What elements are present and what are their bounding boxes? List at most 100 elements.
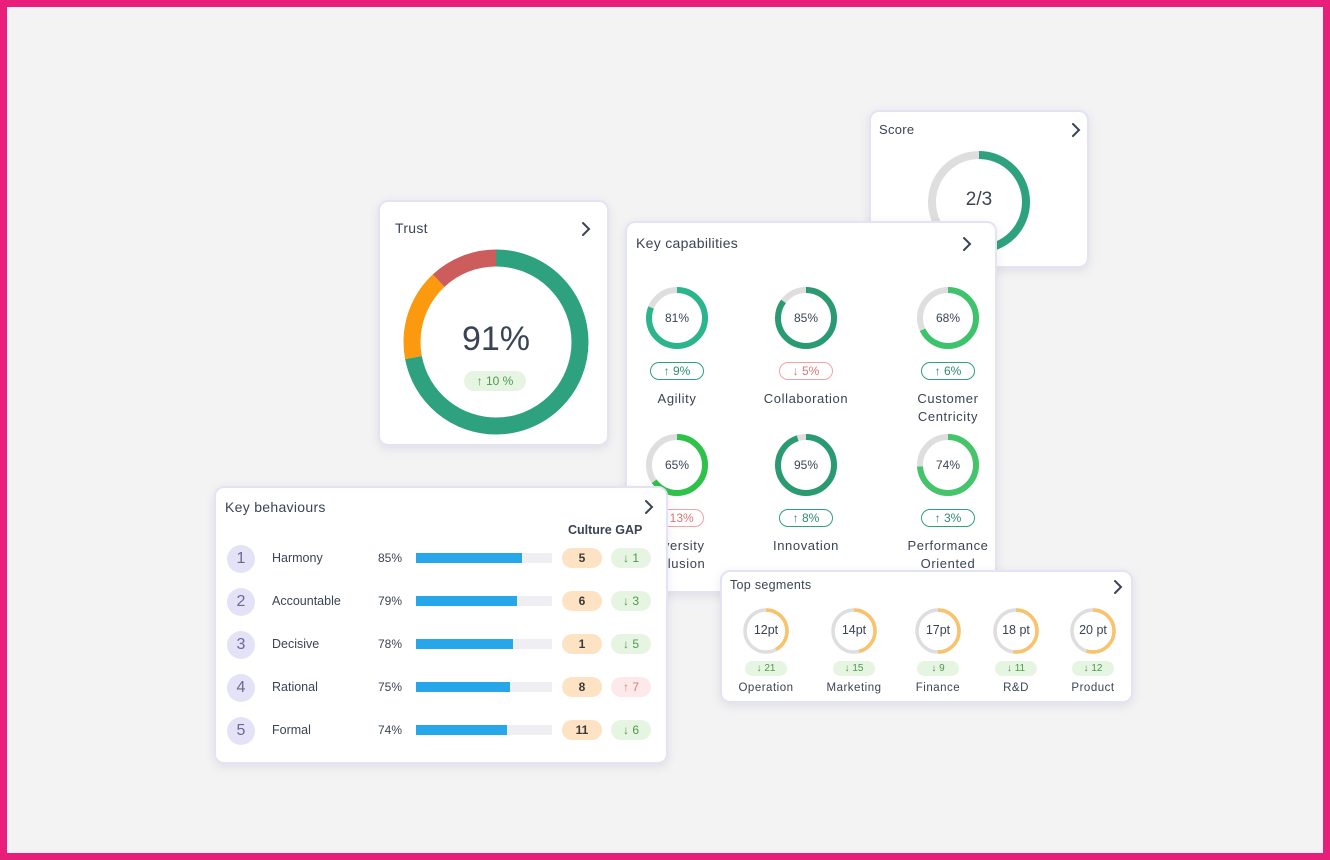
key-behaviours-card[interactable]: Key behaviours Culture GAP 1 Harmony 85% 5 ↓…	[214, 486, 668, 764]
behaviour-change-badge: ↓ 6	[611, 720, 651, 740]
behaviour-percent: 79%	[378, 594, 403, 608]
arrow-down-icon: ↓	[622, 637, 633, 651]
behaviour-change-value: 1	[632, 551, 640, 565]
segment-item-operation[interactable]: 12pt ↓ 21 Operation	[721, 606, 811, 698]
behaviour-row[interactable]: 2 Accountable 79% 6 ↓ 3	[216, 587, 666, 617]
behaviour-name: Formal	[272, 723, 311, 737]
segment-item-r-d[interactable]: 18 pt ↓ 11 R&D	[971, 606, 1061, 698]
capability-value: 95%	[793, 458, 819, 472]
capability-value: 85%	[793, 311, 819, 325]
segment-change-value: 15	[852, 663, 864, 674]
capability-change-value: 5%	[802, 364, 820, 378]
capability-ring-collaboration	[775, 287, 837, 349]
top-segments-card[interactable]: Top segments 12pt ↓ 21 Operation 14pt ↓ 15 Ma…	[720, 570, 1133, 703]
segment-item-marketing[interactable]: 14pt ↓ 15 Marketing	[809, 606, 899, 698]
behaviour-bar-track	[416, 725, 552, 735]
key-capabilities-card[interactable]: Key capabilities 81% ↑ 9% Agility 85% ↓ 5% Co…	[625, 221, 997, 593]
segment-label: Marketing	[826, 682, 882, 694]
capability-change-value: 6%	[944, 364, 962, 378]
culture-gap-badge: 11	[562, 720, 602, 740]
segment-ring-arc	[743, 608, 789, 654]
behaviour-percent: 78%	[378, 637, 403, 651]
capability-value: 81%	[664, 311, 690, 325]
capability-change-value: 13%	[669, 511, 694, 525]
segment-change-badge: ↓ 9	[917, 661, 959, 676]
arrow-down-icon: ↓	[622, 551, 633, 565]
segment-ring	[993, 608, 1039, 654]
arrow-up-icon: ↑	[792, 511, 802, 525]
key-behaviours-title: Key behaviours	[225, 499, 326, 515]
trust-segment-neutral	[403, 249, 589, 435]
arrow-up-icon: ↑	[663, 364, 673, 378]
culture-gap-badge: 6	[562, 591, 602, 611]
arrow-down-icon: ↓	[1083, 663, 1092, 674]
capability-ring-customer-centricity	[917, 287, 979, 349]
segment-ring	[831, 608, 877, 654]
arrow-down-icon: ↓	[844, 663, 853, 674]
score-value: 2/3	[965, 189, 993, 210]
behaviour-name: Accountable	[272, 594, 341, 608]
segment-value: 14pt	[841, 623, 867, 637]
trust-change-value: 10 %	[485, 374, 514, 388]
segment-change-badge: ↓ 12	[1072, 661, 1114, 676]
capability-change-badge: ↓ 5%	[779, 362, 833, 380]
behaviour-percent: 74%	[378, 723, 403, 737]
trust-chevron-right-icon[interactable]	[577, 220, 595, 238]
capability-label: Innovation	[773, 538, 839, 553]
key-capabilities-title: Key capabilities	[636, 235, 739, 251]
capability-ring-arc	[917, 434, 979, 496]
top-segments-title: Top segments	[730, 578, 812, 592]
behaviour-bar-track	[416, 639, 552, 649]
arrow-down-icon: ↓	[792, 364, 802, 378]
capability-ring-arc	[775, 434, 837, 496]
arrow-down-icon: ↓	[931, 663, 940, 674]
behaviour-rank: 1	[227, 545, 255, 573]
capability-ring-diversity-inclusion	[646, 434, 708, 496]
capability-change-badge: ↑ 6%	[921, 362, 975, 380]
score-title: Score	[879, 122, 915, 137]
trust-value: 91%	[461, 320, 531, 358]
culture-gap-badge: 8	[562, 677, 602, 697]
behaviour-row[interactable]: 5 Formal 74% 11 ↓ 6	[216, 716, 666, 746]
segment-change-badge: ↓ 21	[745, 661, 787, 676]
score-chevron-right-icon[interactable]	[1067, 121, 1085, 139]
behaviour-change-value: 7	[632, 680, 640, 694]
key-capabilities-chevron-right-icon[interactable]	[958, 235, 976, 253]
behaviour-change-badge: ↓ 5	[611, 634, 651, 654]
segment-change-value: 12	[1091, 663, 1103, 674]
capability-value: 74%	[935, 458, 961, 472]
segment-label: Finance	[915, 682, 961, 694]
behaviour-name: Harmony	[272, 551, 323, 565]
segment-item-finance[interactable]: 17pt ↓ 9 Finance	[893, 606, 983, 698]
key-behaviours-chevron-right-icon[interactable]	[640, 498, 658, 516]
trust-card[interactable]: Trust 91% ↑ 10 %	[378, 200, 609, 446]
behaviour-row[interactable]: 4 Rational 75% 8 ↑ 7	[216, 673, 666, 703]
capability-ring-arc	[646, 287, 708, 349]
arrow-down-icon: ↓	[622, 723, 633, 737]
trust-change-badge: ↑ 10 %	[464, 371, 526, 391]
capability-value: 65%	[664, 458, 690, 472]
segment-item-product[interactable]: 20 pt ↓ 12 Product	[1048, 606, 1138, 698]
capability-change-badge: ↑ 9%	[650, 362, 704, 380]
segment-change-badge: ↓ 15	[833, 661, 875, 676]
top-segments-chevron-right-icon[interactable]	[1109, 578, 1127, 596]
capability-ring-arc	[917, 287, 979, 349]
behaviour-row[interactable]: 3 Decisive 78% 1 ↓ 5	[216, 630, 666, 660]
segment-label: Operation	[738, 682, 794, 694]
behaviour-bar-track	[416, 596, 552, 606]
capability-ring-innovation	[775, 434, 837, 496]
capability-ring-arc	[775, 287, 837, 349]
capability-ring-agility	[646, 287, 708, 349]
segment-ring	[1070, 608, 1116, 654]
behaviour-change-value: 6	[632, 723, 640, 737]
arrow-up-icon: ↑	[476, 374, 483, 388]
behaviour-bar-fill	[416, 725, 508, 735]
behaviour-bar-track	[416, 682, 552, 692]
behaviour-row[interactable]: 1 Harmony 85% 5 ↓ 1	[216, 544, 666, 574]
behaviour-bar-fill	[416, 553, 523, 563]
segment-value: 12pt	[753, 623, 779, 637]
segment-label: Product	[1071, 682, 1115, 694]
behaviour-name: Decisive	[272, 637, 320, 651]
arrow-down-icon: ↓	[622, 594, 633, 608]
culture-gap-badge: 5	[562, 548, 602, 568]
